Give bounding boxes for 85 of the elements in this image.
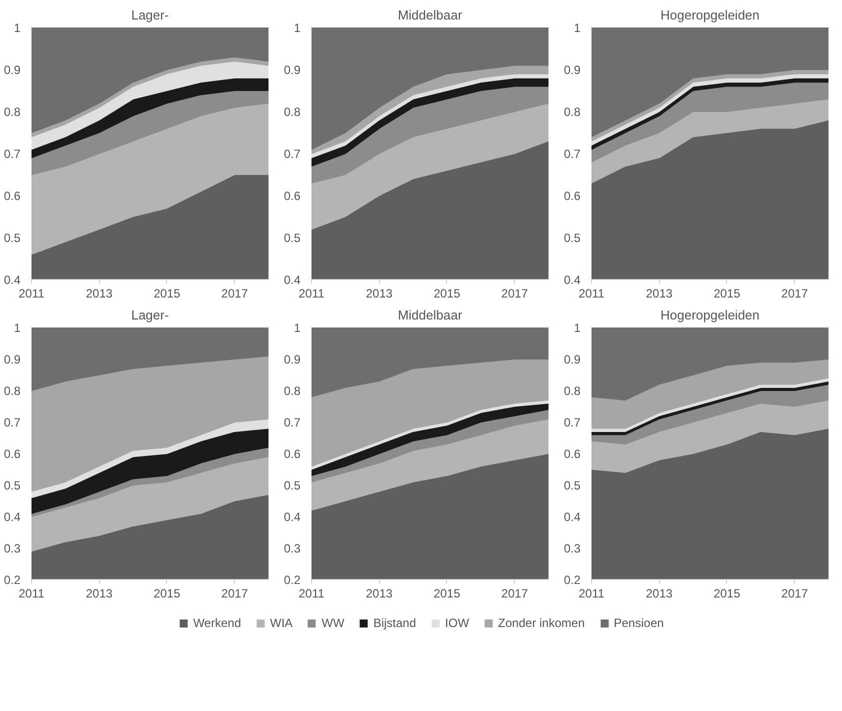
x-tick-label: 2017	[781, 586, 808, 600]
y-tick-label: 0.9	[4, 63, 21, 77]
y-tick-label: 0.8	[284, 384, 301, 398]
x-tick-label: 2015	[714, 586, 741, 600]
y-tick-label: 0.5	[564, 478, 581, 492]
y-tick-label: 0.9	[564, 63, 581, 77]
y-tick-label: 0.9	[4, 352, 21, 366]
y-tick-label: 1	[574, 321, 581, 335]
y-tick-label: 0.5	[4, 231, 21, 245]
x-tick-label: 2015	[434, 586, 461, 600]
chart-title: Hogeropgeleiden	[660, 308, 760, 322]
x-tick-label: 2013	[366, 586, 393, 600]
x-tick-label: 2011	[298, 586, 325, 600]
y-tick-label: 0.7	[564, 416, 581, 430]
x-tick-label: 2015	[154, 586, 181, 600]
x-tick-label: 2011	[578, 586, 605, 600]
legend-label: Zonder inkomen	[498, 616, 585, 630]
x-tick-label: 2013	[86, 286, 113, 300]
y-tick-label: 0.7	[4, 147, 21, 161]
legend-label: Bijstand	[373, 616, 416, 630]
x-tick-label: 2011	[18, 286, 45, 300]
y-tick-label: 0.4	[4, 510, 21, 524]
x-tick-label: 2015	[434, 286, 461, 300]
y-tick-label: 0.8	[564, 105, 581, 119]
y-tick-label: 0.6	[284, 189, 301, 203]
chart-title: Lager-	[131, 8, 169, 22]
x-tick-label: 2013	[646, 586, 673, 600]
y-tick-label: 0.7	[284, 147, 301, 161]
y-tick-label: 0.3	[564, 542, 581, 556]
x-tick-label: 2015	[714, 286, 741, 300]
y-tick-label: 0.7	[284, 416, 301, 430]
x-tick-label: 2017	[781, 286, 808, 300]
y-tick-label: 1	[294, 21, 301, 35]
y-tick-label: 0.8	[564, 384, 581, 398]
legend-label: Werkend	[193, 616, 242, 630]
y-tick-label: 0.5	[284, 478, 301, 492]
y-tick-label: 1	[14, 21, 21, 35]
y-tick-label: 0.9	[284, 63, 301, 77]
y-tick-label: 0.9	[564, 352, 581, 366]
y-tick-label: 0.4	[564, 510, 581, 524]
x-tick-label: 2017	[221, 286, 248, 300]
y-tick-label: 0.6	[564, 189, 581, 203]
x-tick-label: 2017	[221, 586, 248, 600]
y-tick-label: 0.2	[4, 573, 21, 587]
y-tick-label: 0.3	[284, 542, 301, 556]
y-tick-label: 0.8	[4, 384, 21, 398]
x-tick-label: 2011	[578, 286, 605, 300]
chart-title: Hogeropgeleiden	[660, 8, 760, 22]
x-tick-label: 2015	[154, 286, 181, 300]
y-tick-label: 0.4	[564, 273, 581, 287]
chart-title: Middelbaar	[398, 8, 463, 22]
y-tick-label: 1	[294, 321, 301, 335]
y-tick-label: 0.6	[4, 189, 21, 203]
y-tick-label: 0.6	[284, 447, 301, 461]
y-tick-label: 0.6	[564, 447, 581, 461]
x-tick-label: 2011	[18, 586, 45, 600]
chart-title: Middelbaar	[398, 308, 463, 322]
y-tick-label: 0.6	[4, 447, 21, 461]
x-tick-label: 2013	[86, 586, 113, 600]
legend-label: WW	[322, 616, 344, 630]
y-tick-label: 1	[14, 321, 21, 335]
y-tick-label: 0.5	[4, 478, 21, 492]
y-tick-label: 0.8	[4, 105, 21, 119]
y-tick-label: 0.2	[564, 573, 581, 587]
y-tick-label: 0.3	[4, 542, 21, 556]
y-tick-label: 0.7	[564, 147, 581, 161]
y-tick-label: 0.5	[284, 231, 301, 245]
legend-label: WIA	[270, 616, 293, 630]
x-tick-label: 2017	[501, 586, 528, 600]
y-tick-label: 1	[574, 21, 581, 35]
y-tick-label: 0.2	[284, 573, 301, 587]
y-tick-label: 0.4	[284, 273, 301, 287]
legend-label: IOW	[445, 616, 470, 630]
x-tick-label: 2013	[646, 286, 673, 300]
x-tick-label: 2013	[366, 286, 393, 300]
y-tick-label: 0.4	[4, 273, 21, 287]
x-tick-label: 2017	[501, 286, 528, 300]
y-tick-label: 0.7	[4, 416, 21, 430]
x-tick-label: 2011	[298, 286, 325, 300]
legend-label: Pensioen	[614, 616, 664, 630]
y-tick-label: 0.5	[564, 231, 581, 245]
chart-title: Lager-	[131, 308, 169, 322]
y-tick-label: 0.9	[284, 352, 301, 366]
y-tick-label: 0.4	[284, 510, 301, 524]
y-tick-label: 0.8	[284, 105, 301, 119]
